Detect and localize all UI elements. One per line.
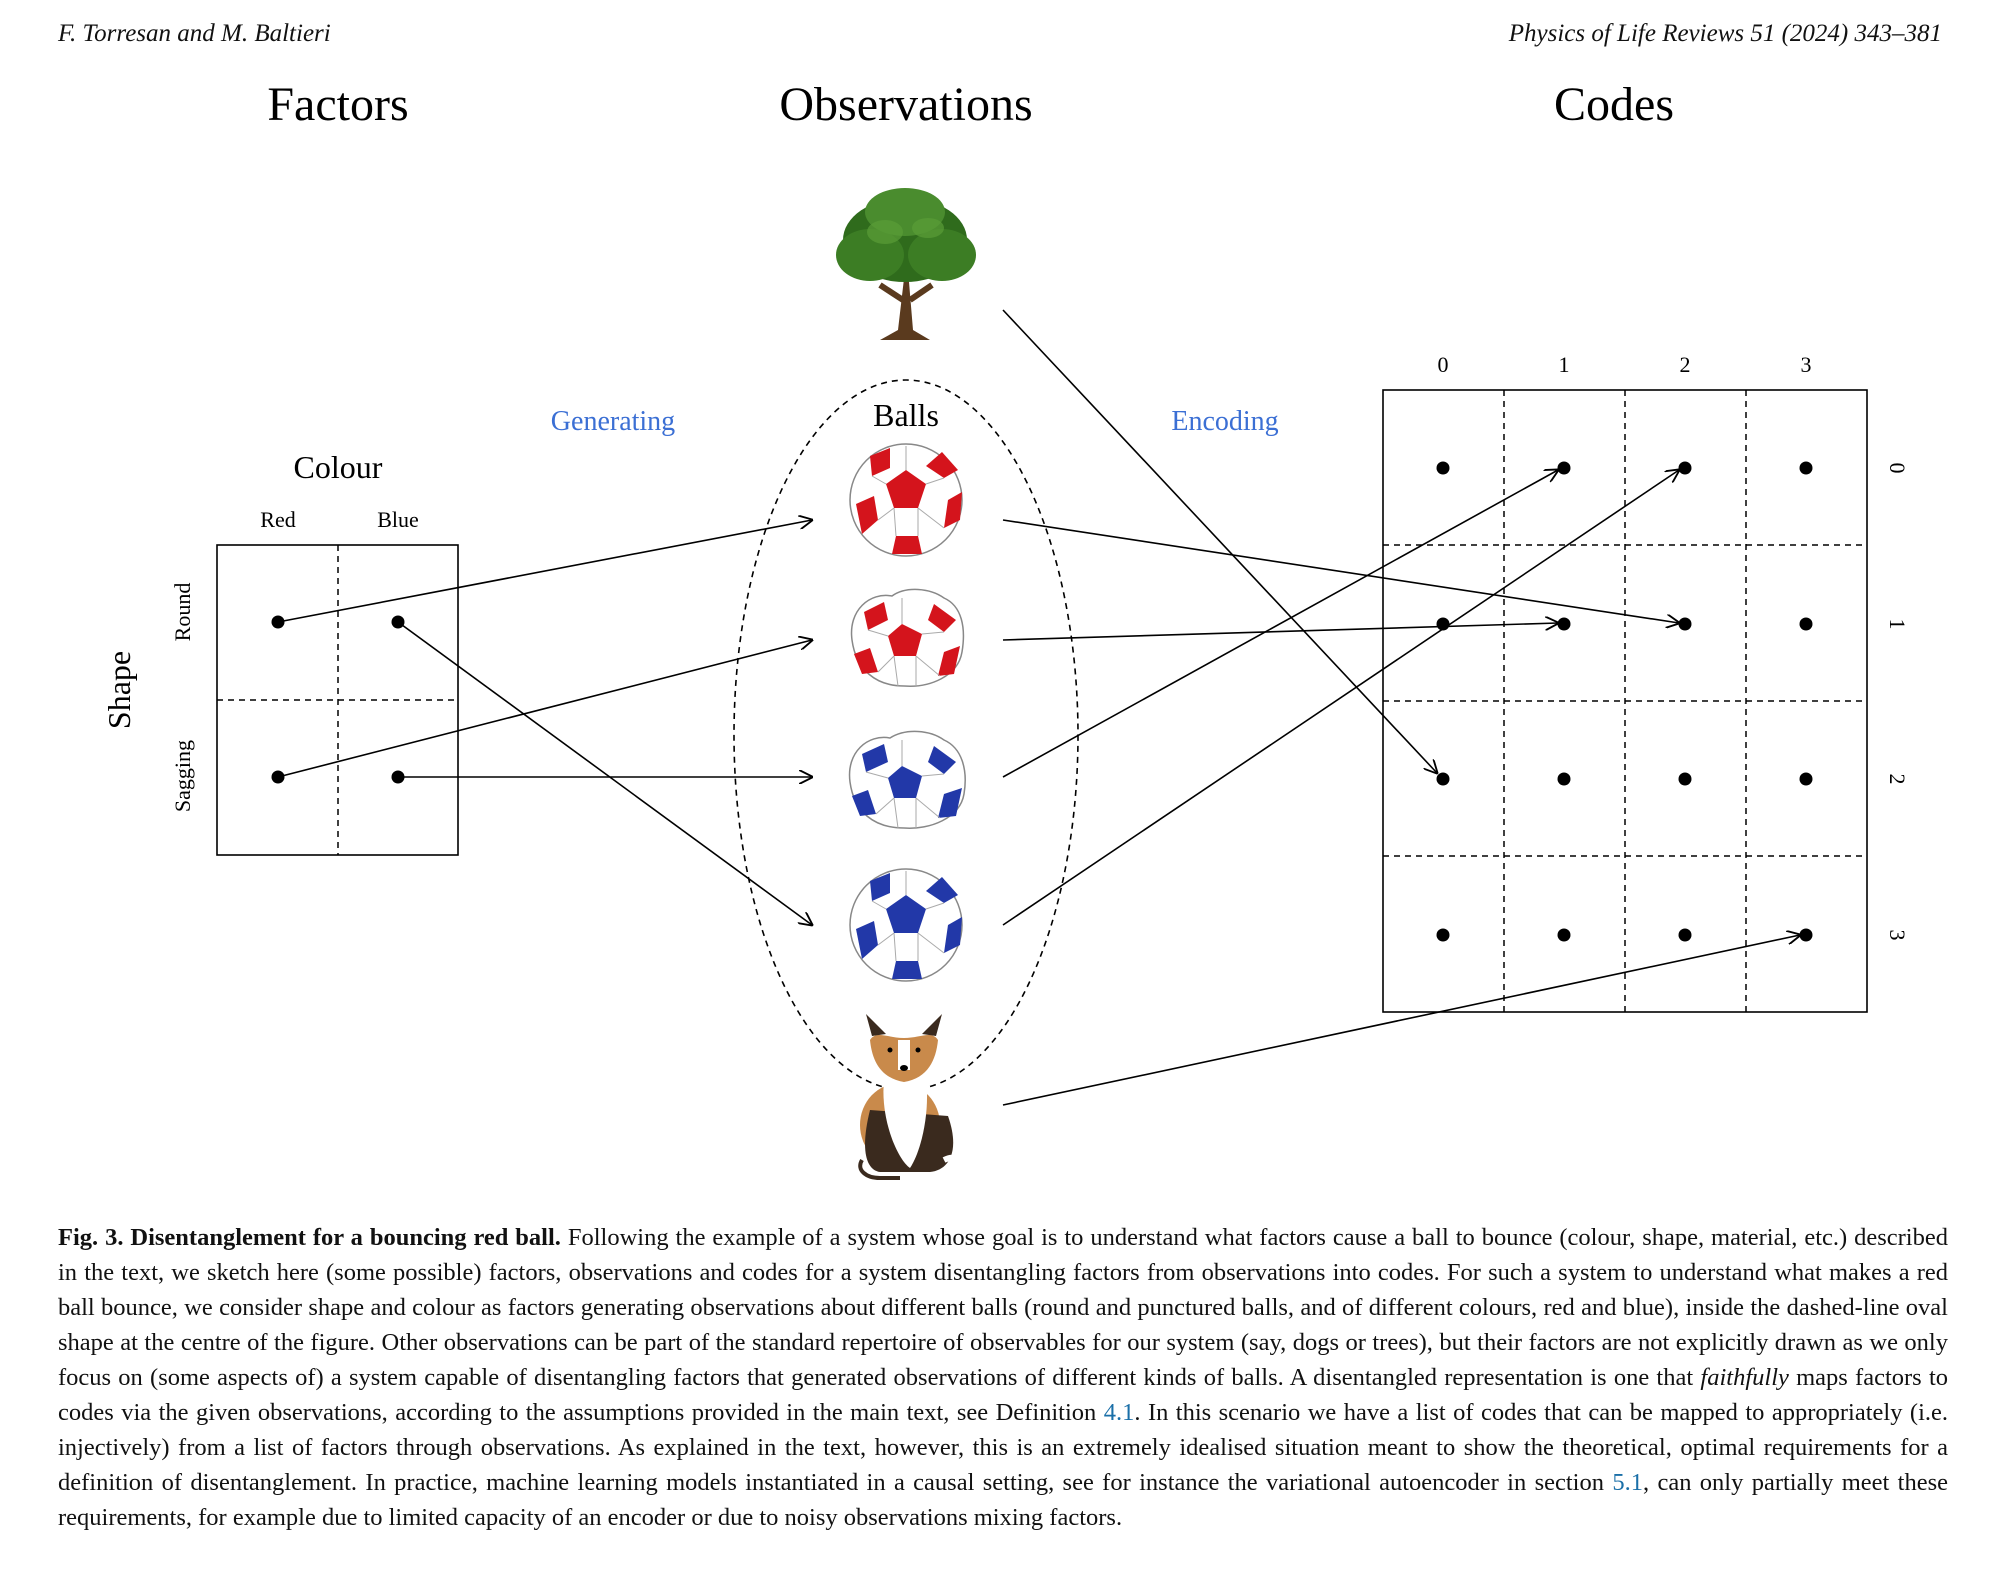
code-row-label-2: 2 bbox=[1885, 774, 1910, 785]
encoding-label: Encoding bbox=[1171, 406, 1278, 437]
code-col-label-1: 1 bbox=[1559, 352, 1570, 377]
code-dot-r0-c2 bbox=[1678, 461, 1692, 475]
red-round-ball bbox=[849, 443, 963, 557]
code-col-label-3: 3 bbox=[1801, 352, 1812, 377]
blue-sagging-ball bbox=[848, 730, 966, 829]
code-dot-r0-c3 bbox=[1799, 461, 1813, 475]
caption-text-3: . In this scenario we have a list of cod… bbox=[58, 1399, 1948, 1496]
caption-label: Fig. 3. Disentanglement for a bouncing r… bbox=[58, 1224, 561, 1251]
code-dot-r1-c1 bbox=[1557, 617, 1571, 631]
generating-arrows bbox=[277, 520, 812, 925]
tree-image bbox=[836, 188, 976, 340]
encoding-arrows bbox=[1002, 309, 1800, 1106]
factors-grid: Colour Red Blue Shape Round Sagging bbox=[101, 449, 459, 856]
disentanglement-figure: Factors Observations Codes Generating En… bbox=[101, 78, 1910, 1183]
shape-value-round: Round bbox=[170, 583, 195, 642]
code-dot-r2-c0 bbox=[1436, 772, 1450, 786]
dog-image bbox=[858, 1014, 964, 1183]
code-row-label-3: 3 bbox=[1885, 930, 1910, 941]
code-dot-r3-c2 bbox=[1678, 928, 1692, 942]
section-link[interactable]: 5.1 bbox=[1612, 1469, 1643, 1496]
codes-title: Codes bbox=[1554, 78, 1674, 131]
red-sagging-ball bbox=[850, 588, 965, 687]
code-dot-r3-c3 bbox=[1799, 928, 1813, 942]
colour-label: Colour bbox=[294, 449, 383, 485]
caption-emphasis: faithfully bbox=[1700, 1364, 1789, 1391]
shape-value-sagging: Sagging bbox=[170, 740, 195, 812]
arrow-blue-sagging-to-code bbox=[1002, 470, 1558, 778]
code-col-label-2: 2 bbox=[1680, 352, 1691, 377]
code-row-label-0: 0 bbox=[1885, 463, 1910, 474]
code-dot-r3-c1 bbox=[1557, 928, 1571, 942]
code-dot-r2-c1 bbox=[1557, 772, 1571, 786]
running-header-journal: Physics of Life Reviews 51 (2024) 343–38… bbox=[1508, 20, 1942, 47]
factors-title: Factors bbox=[267, 78, 408, 131]
observations: Balls bbox=[733, 188, 1079, 1183]
observations-title: Observations bbox=[779, 78, 1032, 131]
codes-grid: 0 1 2 3 0 1 2 3 bbox=[1382, 352, 1910, 1013]
code-dot-r2-c3 bbox=[1799, 772, 1813, 786]
code-col-label-0: 0 bbox=[1438, 352, 1449, 377]
caption-text-4: , can only partially meet these requirem… bbox=[58, 1469, 1948, 1531]
code-row-label-1: 1 bbox=[1885, 619, 1910, 630]
arrow-tree-to-code bbox=[1002, 309, 1437, 773]
caption-text-2: maps factors to codes via the given obse… bbox=[58, 1364, 1948, 1426]
colour-value-red: Red bbox=[260, 507, 295, 532]
shape-label: Shape bbox=[101, 651, 137, 729]
blue-round-ball bbox=[849, 868, 963, 982]
arrow-red-sagging-to-code bbox=[1002, 623, 1558, 641]
generating-label: Generating bbox=[551, 406, 675, 437]
arrow-red-sagging-to-ball bbox=[277, 640, 812, 778]
figure-caption: Fig. 3. Disentanglement for a bouncing r… bbox=[58, 1220, 1948, 1535]
code-dot-r3-c0 bbox=[1436, 928, 1450, 942]
arrow-dog-to-code bbox=[1002, 935, 1800, 1106]
arrow-blue-round-to-ball bbox=[397, 621, 812, 925]
code-dot-r2-c2 bbox=[1678, 772, 1692, 786]
code-dot-r0-c0 bbox=[1436, 461, 1450, 475]
running-header-authors: F. Torresan and M. Baltieri bbox=[58, 20, 331, 47]
arrow-red-round-to-ball bbox=[277, 520, 812, 623]
colour-value-blue: Blue bbox=[377, 507, 419, 532]
arrow-red-round-to-code bbox=[1002, 519, 1679, 623]
code-dot-r0-c1 bbox=[1557, 461, 1571, 475]
definition-link[interactable]: 4.1 bbox=[1103, 1399, 1135, 1426]
code-dot-r1-c2 bbox=[1678, 617, 1692, 631]
caption-text-1: Following the example of a system whose … bbox=[58, 1224, 1948, 1391]
balls-label: Balls bbox=[873, 397, 939, 433]
code-dot-r1-c3 bbox=[1799, 617, 1813, 631]
arrow-blue-round-to-code bbox=[1002, 470, 1679, 926]
